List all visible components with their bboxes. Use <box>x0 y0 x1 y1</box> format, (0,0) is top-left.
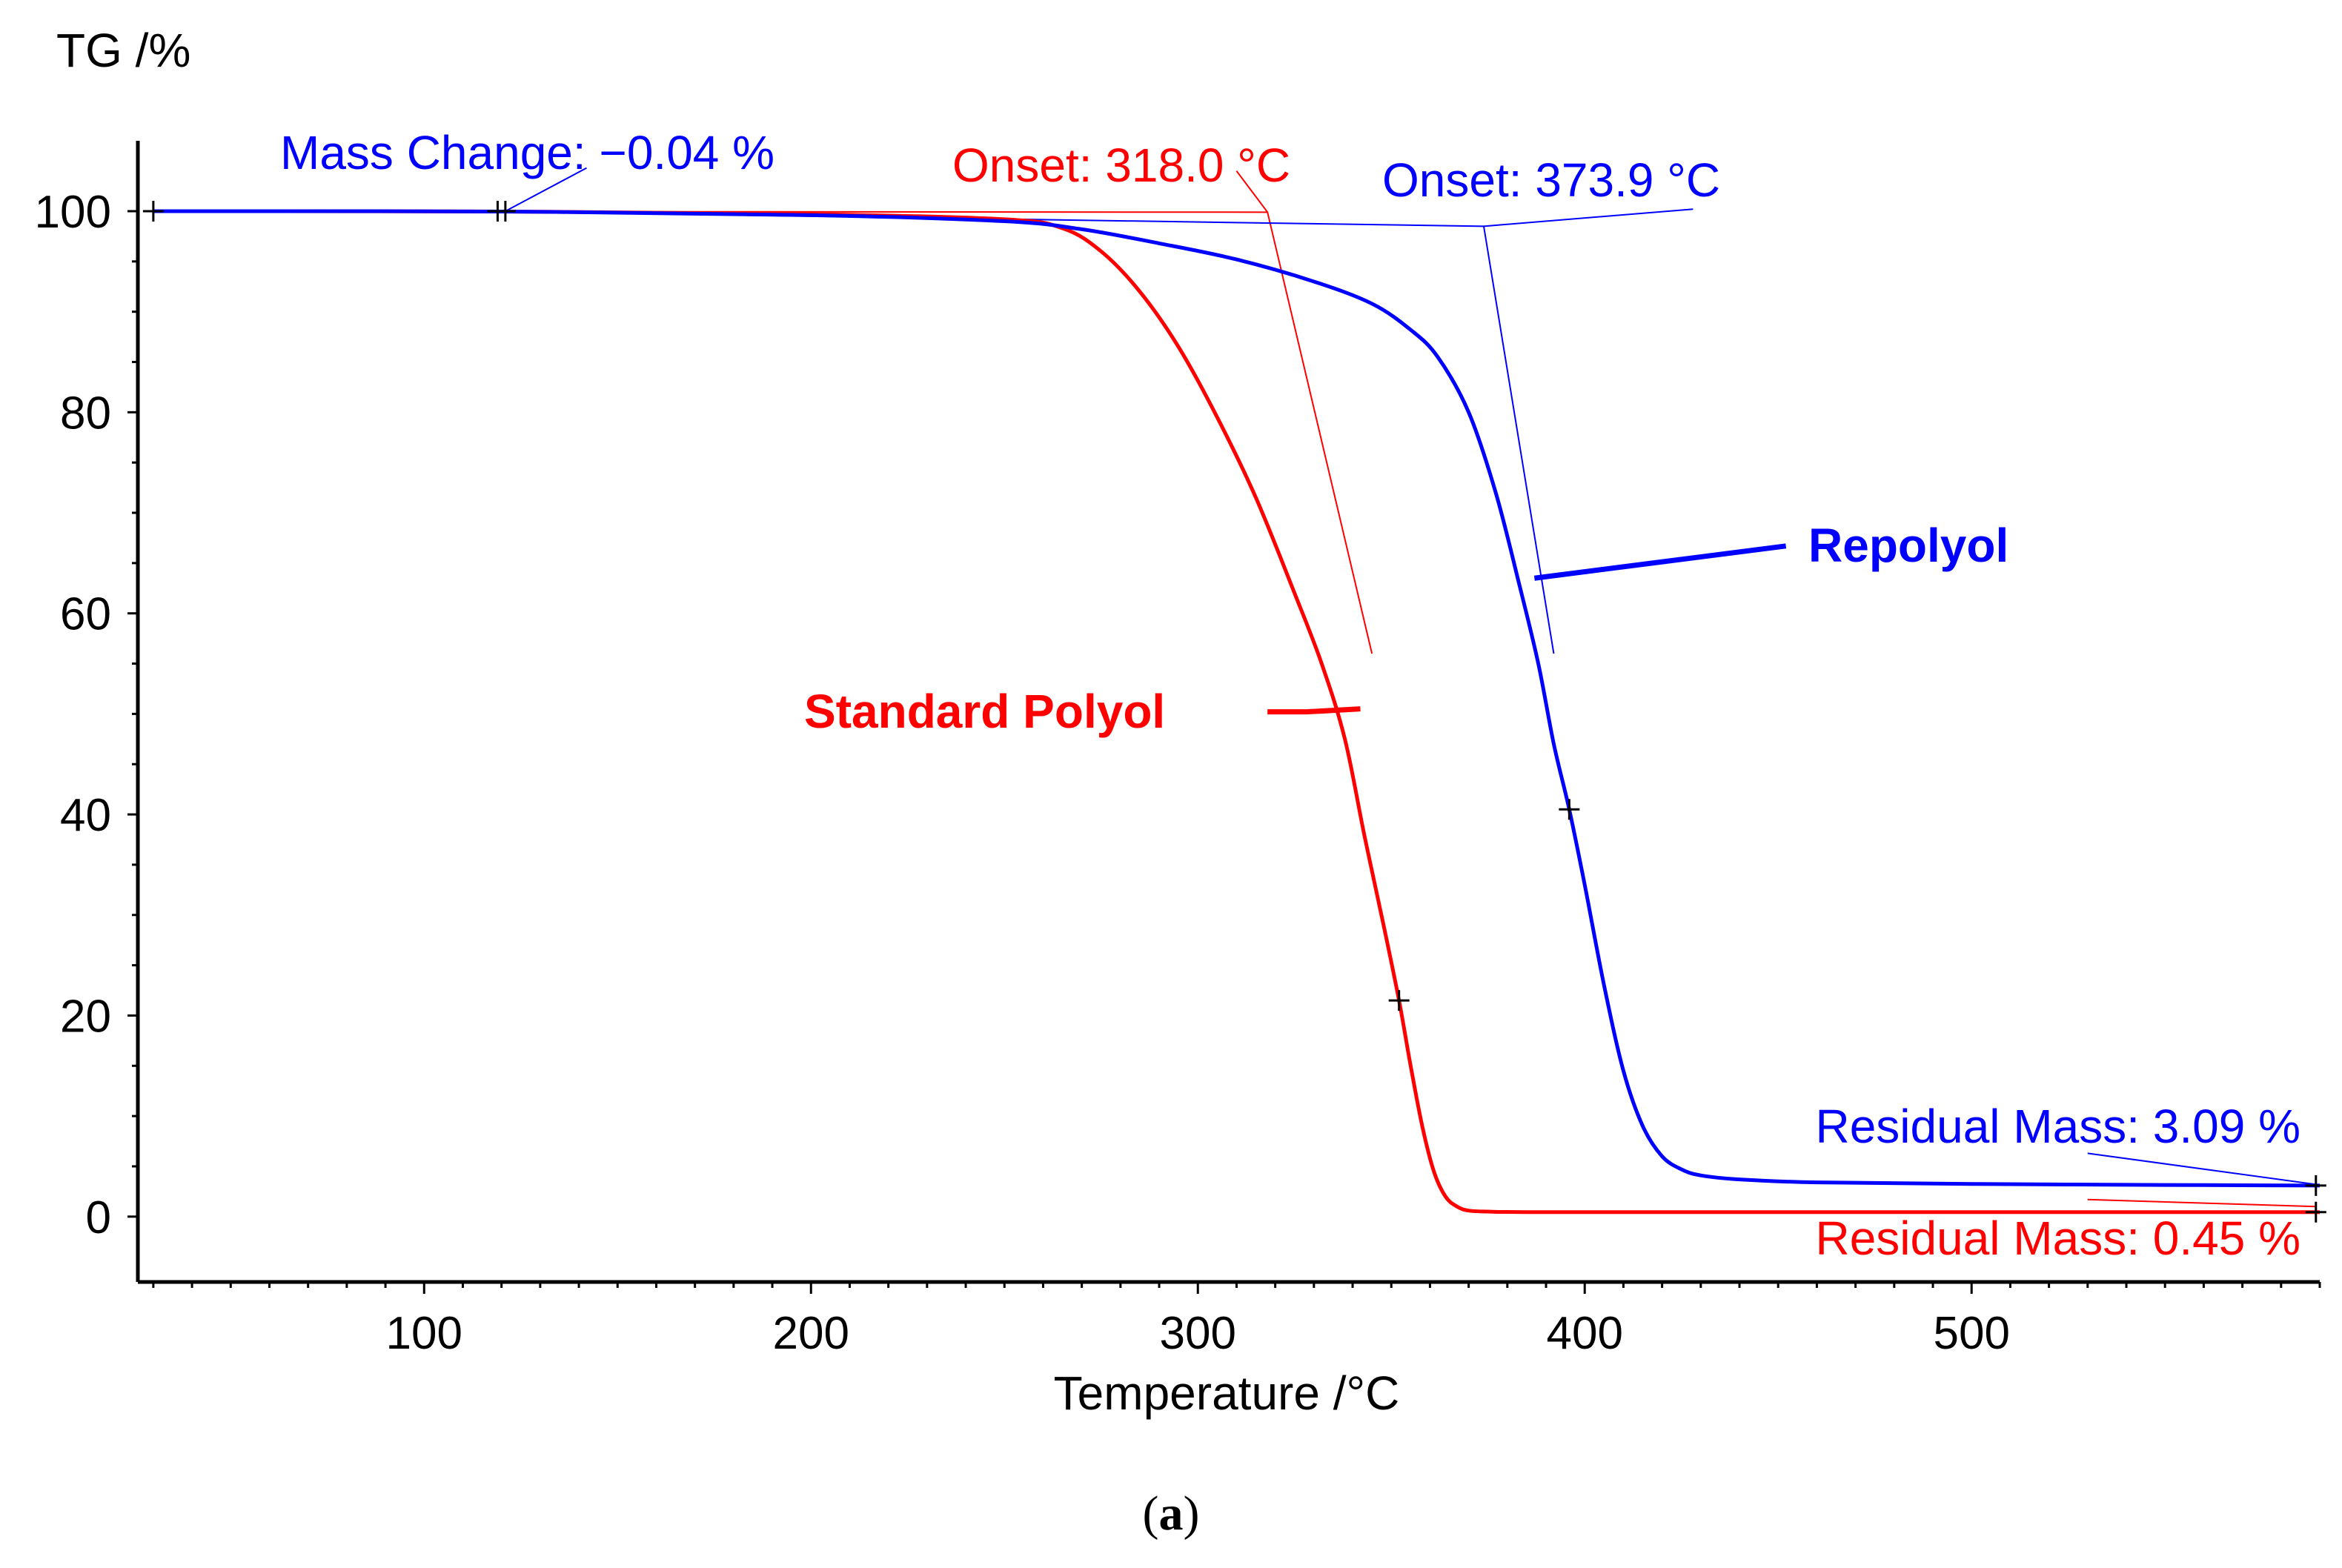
onset-blue-tangent <box>501 210 1555 654</box>
y-tick-label: 100 <box>35 187 111 238</box>
x-tick-label: 100 <box>386 1308 462 1359</box>
y-tick-label: 0 <box>86 1192 111 1243</box>
onset-blue-pointer <box>1483 208 1694 227</box>
repolyol-label-pointer <box>1533 543 1787 581</box>
residual-red-pointer <box>2087 1198 2316 1208</box>
series-repolyol-line <box>153 209 2321 1188</box>
data-marker <box>2305 1201 2326 1223</box>
figure-caption: (a) <box>1143 1486 1200 1541</box>
x-tick-label: 400 <box>1547 1308 1623 1359</box>
series-standard-polyol-line <box>153 209 2321 1215</box>
mass-change-annotation: Mass Change: −0.04 % <box>280 126 774 179</box>
x-tick-label: 500 <box>1933 1308 2009 1359</box>
x-tick-label: 200 <box>773 1308 849 1359</box>
data-marker <box>142 200 164 222</box>
onset-red-pointer <box>1235 170 1268 213</box>
x-axis-title: Temperature /°C <box>1054 1366 1400 1420</box>
residual-mass-red-annotation: Residual Mass: 0.45 % <box>1815 1212 2300 1265</box>
onset-red-tangent <box>501 210 1373 654</box>
x-tick-label: 300 <box>1160 1308 1236 1359</box>
repolyol-series-label: Repolyol <box>1808 519 2008 572</box>
data-marker <box>2305 1175 2326 1196</box>
y-tick-label: 20 <box>60 991 111 1042</box>
onset-blue-annotation: Onset: 373.9 °C <box>1382 153 1720 207</box>
onset-red-annotation: Onset: 318.0 °C <box>952 139 1290 192</box>
data-marker <box>1388 990 1410 1011</box>
standard-polyol-series-label: Standard Polyol <box>804 685 1165 738</box>
y-axis-title: TG /% <box>56 24 190 77</box>
data-marker <box>494 200 516 222</box>
y-tick-label: 60 <box>60 589 111 640</box>
plot-area: 0 20 40 60 80 100 100 200 300 400 500 <box>35 141 2326 1359</box>
y-tick-label: 80 <box>60 388 111 439</box>
residual-mass-blue-annotation: Residual Mass: 3.09 % <box>1815 1100 2300 1153</box>
data-marker <box>1559 799 1580 820</box>
residual-blue-pointer <box>2087 1152 2316 1186</box>
y-tick-label: 40 <box>60 790 111 841</box>
standard-polyol-label-pointer <box>1267 706 1361 715</box>
mass-change-pointer <box>505 167 587 212</box>
